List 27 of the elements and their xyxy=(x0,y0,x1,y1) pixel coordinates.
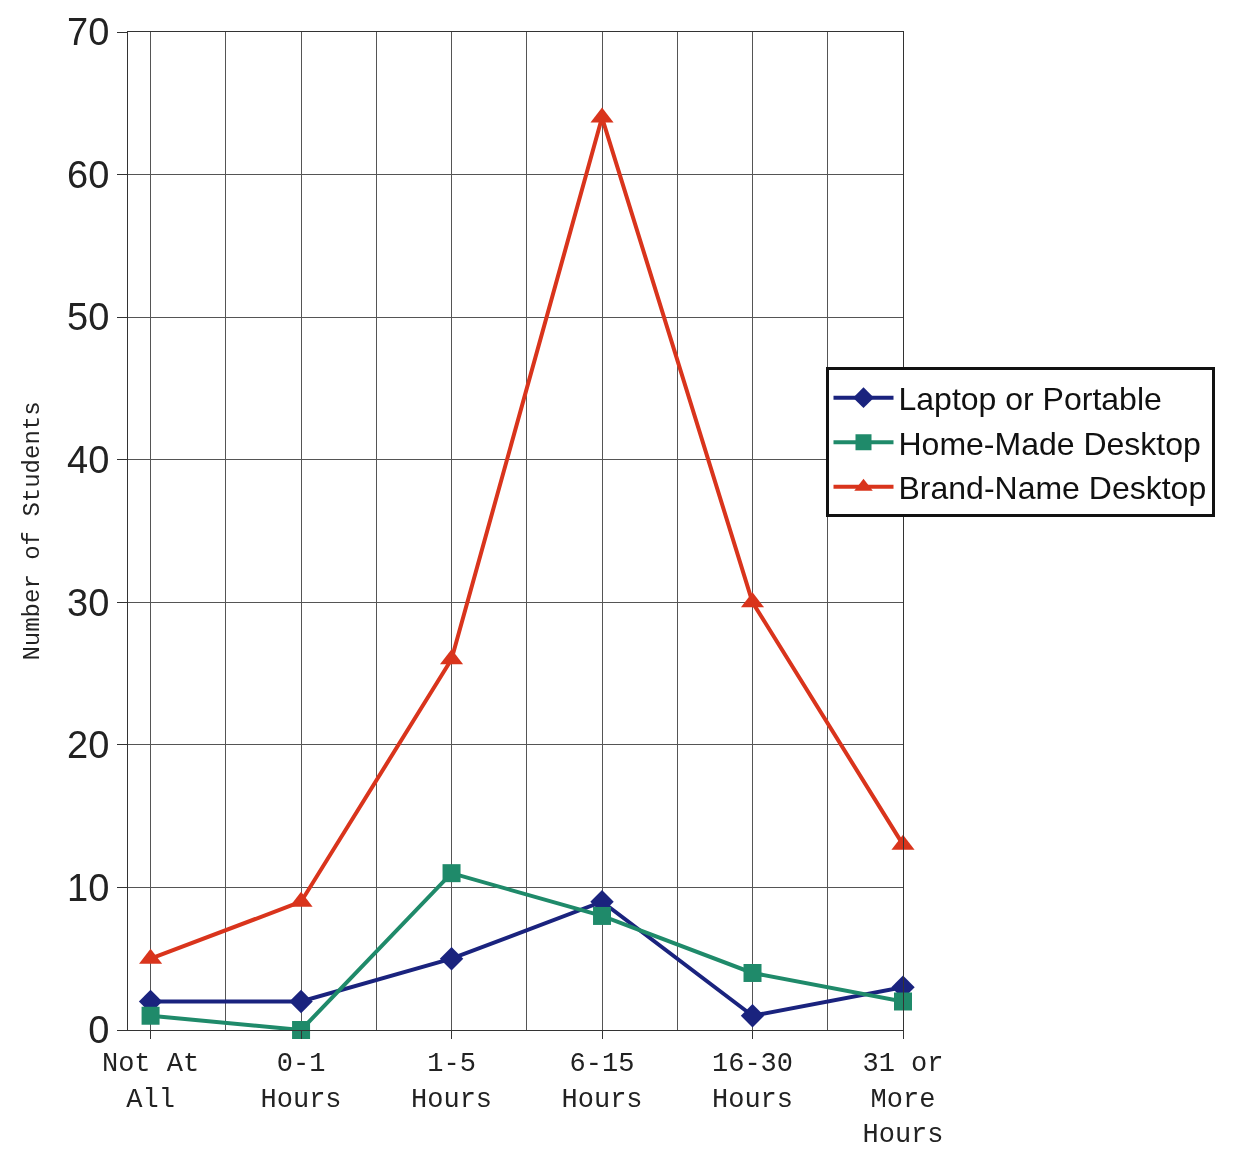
x-tick-label: Not At All xyxy=(101,1049,200,1115)
point xyxy=(141,1006,160,1025)
y-tick-label: 0 xyxy=(88,1009,110,1052)
legend-label: Brand-Name Desktop xyxy=(898,470,1207,507)
x-tick-label: 31 or More Hours xyxy=(862,1049,944,1150)
point xyxy=(442,864,461,883)
x-tick-label: 6-15 Hours xyxy=(561,1049,643,1115)
point xyxy=(740,1004,765,1028)
point xyxy=(292,1021,311,1039)
point xyxy=(593,906,612,925)
y-tick-label: 70 xyxy=(67,11,110,54)
y-tick-label: 60 xyxy=(67,153,110,196)
legend-label: Home-Made Desktop xyxy=(898,425,1201,462)
legend-label: Laptop or Portable xyxy=(898,381,1162,418)
y-tick-label: 50 xyxy=(67,296,110,339)
x-tick-label: 16-30 Hours xyxy=(712,1049,794,1115)
y-tick-label: 20 xyxy=(67,724,110,767)
y-tick-label: 40 xyxy=(67,439,110,482)
y-tick-label: 30 xyxy=(67,581,110,624)
y-tick-label: 10 xyxy=(67,866,110,909)
x-tick-label: 1-5 Hours xyxy=(411,1049,493,1115)
point xyxy=(894,992,912,1011)
y-axis-title: Number of Students xyxy=(19,401,47,661)
point xyxy=(439,947,464,971)
x-tick-label: 0-1 Hours xyxy=(260,1049,342,1115)
point xyxy=(743,963,762,982)
point xyxy=(289,989,313,1014)
